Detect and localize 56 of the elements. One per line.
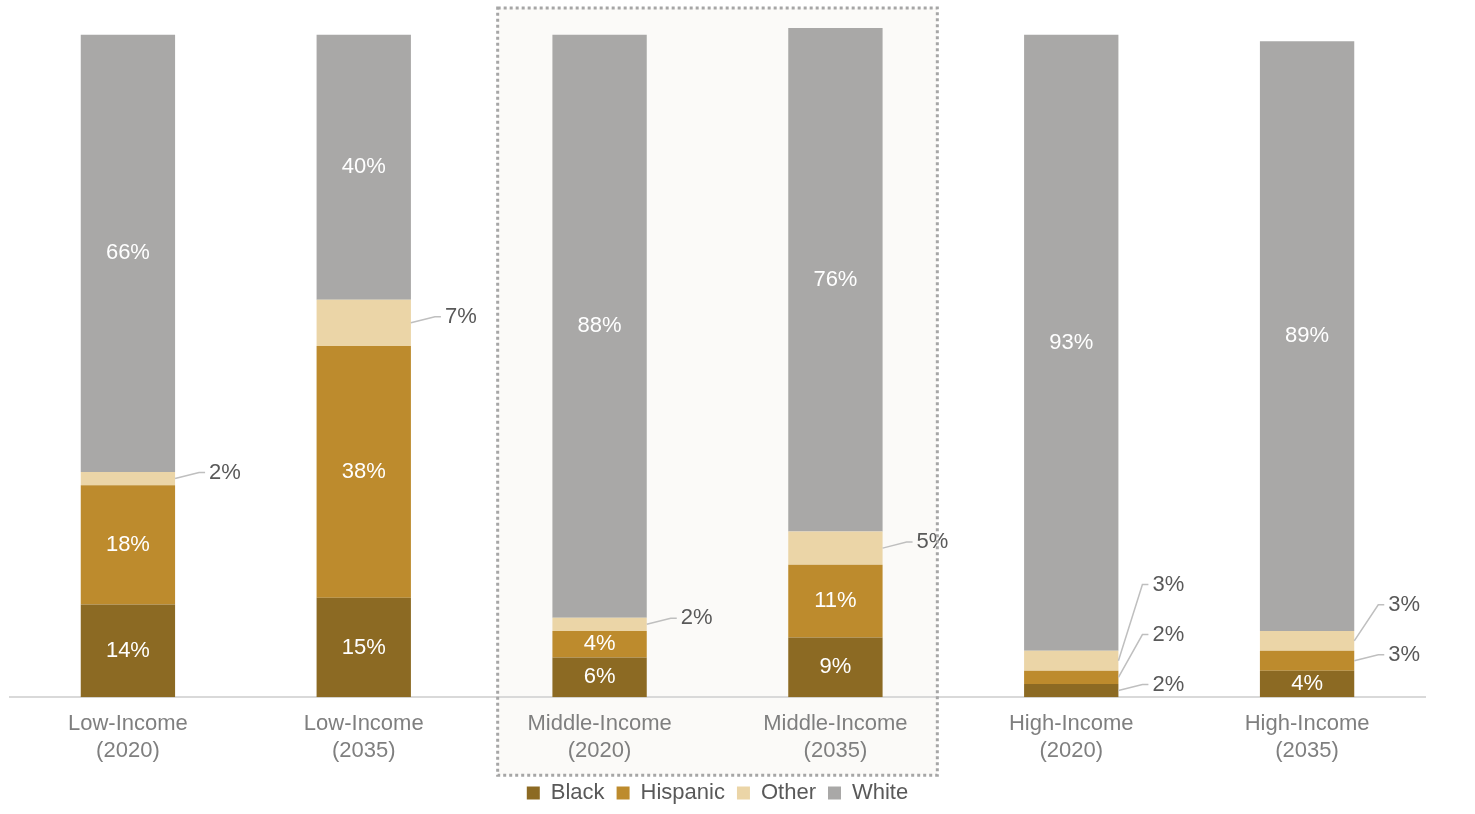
data-label: 14%: [105, 636, 150, 662]
legend-label: Black: [550, 779, 606, 805]
bar: [552, 617, 647, 631]
data-label: 93%: [1049, 328, 1094, 354]
bar: [1024, 683, 1119, 698]
data-label: 89%: [1285, 322, 1330, 348]
data-label: 6%: [583, 663, 616, 689]
data-label: 5%: [916, 528, 949, 554]
legend-label: White: [851, 779, 909, 805]
data-label: 2%: [1152, 620, 1185, 646]
x-tick-label: High-Income (2035): [1244, 710, 1370, 762]
bar: [1259, 630, 1355, 651]
legend-label: Other: [760, 779, 816, 805]
bar: [80, 485, 176, 605]
data-label: 2%: [680, 604, 713, 630]
legend-label: Hispanic: [640, 779, 725, 805]
x-tick-label: Low-Income (2035): [303, 710, 424, 762]
x-tick-label: Low-Income (2020): [67, 710, 188, 762]
bar: [80, 604, 176, 698]
data-label: 11%: [814, 587, 857, 613]
data-label: 2%: [209, 458, 241, 484]
bar: [316, 346, 411, 598]
x-tick-label: Middle-Income (2020): [527, 710, 672, 762]
x-tick-label: High-Income (2020): [1008, 710, 1134, 762]
bar: [788, 564, 883, 638]
bar: [788, 531, 883, 565]
data-label: 76%: [813, 265, 858, 291]
data-label: 4%: [1291, 670, 1323, 696]
bar: [316, 299, 411, 347]
bar: [316, 34, 411, 300]
bar: [1024, 34, 1119, 651]
data-label: 4%: [583, 630, 616, 656]
data-label: 88%: [577, 312, 622, 338]
bar: [1024, 670, 1119, 684]
bar: [80, 34, 176, 472]
bar: [80, 471, 176, 486]
x-tick-label: Middle-Income (2035): [763, 710, 908, 762]
bar: [552, 657, 647, 698]
data-label: 15%: [341, 633, 386, 659]
data-label: 7%: [444, 302, 477, 328]
data-label: 9%: [819, 653, 852, 679]
bar: [788, 637, 883, 698]
data-label: 3%: [1388, 640, 1421, 666]
data-label: 18%: [105, 530, 150, 556]
bar: [316, 597, 411, 698]
bar: [1259, 650, 1355, 671]
data-label: 40%: [341, 153, 386, 179]
data-label: 2%: [1152, 670, 1185, 696]
data-label: 3%: [1388, 590, 1421, 616]
bar: [1259, 41, 1355, 631]
bar: [552, 34, 647, 618]
data-label: 3%: [1152, 570, 1185, 596]
data-label: 38%: [341, 457, 386, 483]
data-label: 66%: [105, 239, 150, 265]
bar: [1024, 650, 1119, 671]
bar: [788, 28, 883, 532]
